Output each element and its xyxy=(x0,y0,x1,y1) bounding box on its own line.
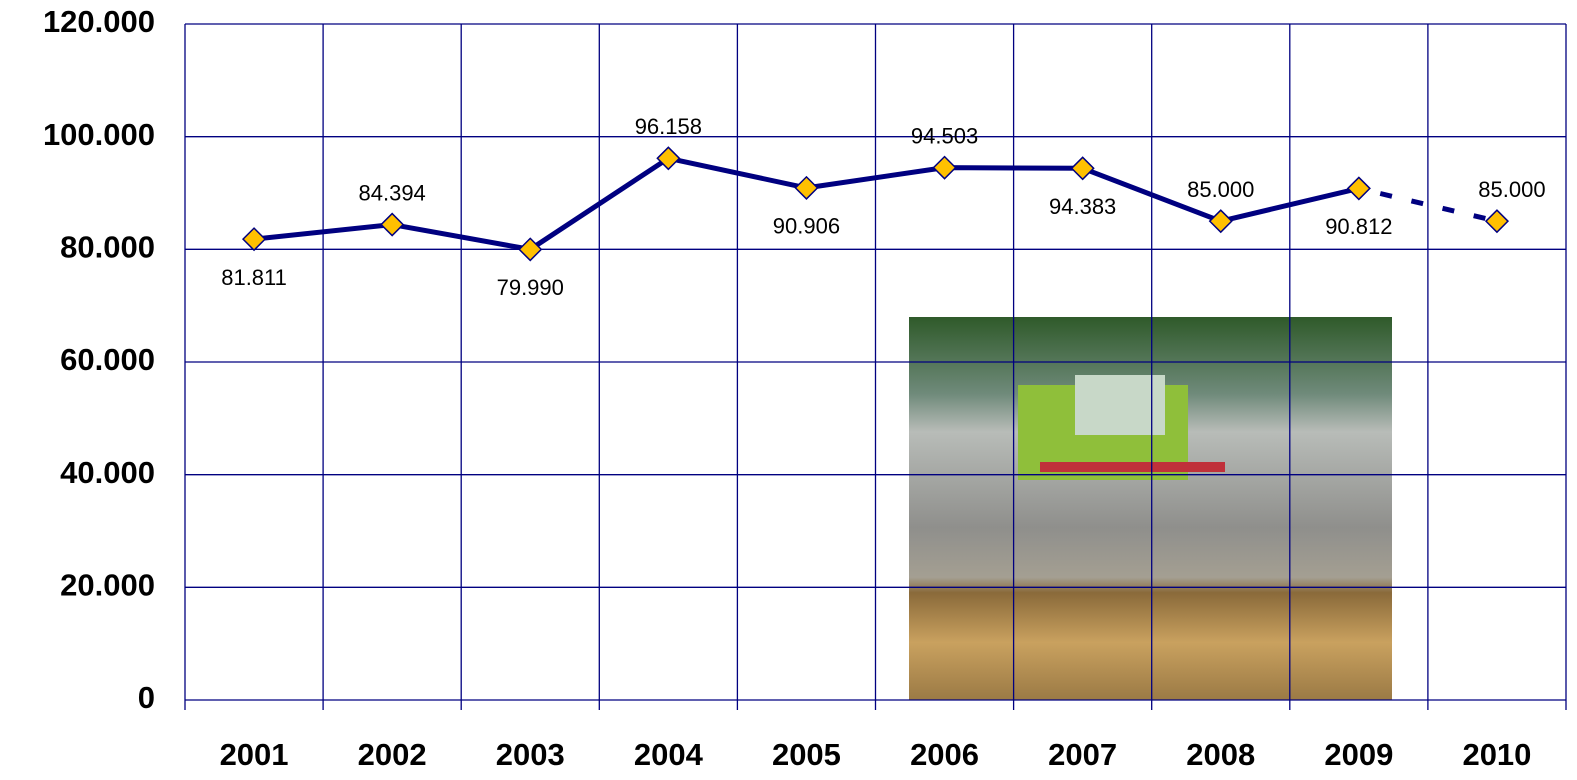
x-tick-label: 2008 xyxy=(1186,737,1255,772)
marker xyxy=(1484,209,1510,234)
marker xyxy=(518,237,543,262)
y-tick-label: 100.000 xyxy=(43,117,155,152)
marker xyxy=(241,227,267,252)
marker xyxy=(794,175,819,200)
y-tick-label: 20.000 xyxy=(60,568,155,603)
value-label: 90.906 xyxy=(773,214,840,239)
y-tick-label: 80.000 xyxy=(60,230,155,265)
value-label: 94.503 xyxy=(911,123,978,148)
marker xyxy=(932,155,957,180)
line-dashed xyxy=(1358,185,1498,224)
value-label: 90.812 xyxy=(1325,214,1392,239)
marker xyxy=(380,212,405,237)
value-label: 79.990 xyxy=(497,275,564,300)
value-label: 85.000 xyxy=(1478,177,1545,202)
marker xyxy=(1208,209,1233,234)
marker xyxy=(1070,156,1095,181)
x-tick-label: 2007 xyxy=(1048,737,1117,772)
x-tick-label: 2003 xyxy=(496,737,565,772)
y-tick-label: 120.000 xyxy=(43,4,155,39)
marker xyxy=(1346,176,1371,201)
y-tick-label: 60.000 xyxy=(60,342,155,377)
x-tick-label: 2009 xyxy=(1324,737,1393,772)
marker xyxy=(656,146,681,171)
x-tick-label: 2002 xyxy=(358,737,427,772)
x-tick-label: 2004 xyxy=(634,737,704,772)
photo xyxy=(909,317,1392,700)
x-tick-label: 2005 xyxy=(772,737,841,772)
y-tick-label: 0 xyxy=(138,680,155,715)
value-label: 81.811 xyxy=(221,265,287,290)
x-tick-label: 2010 xyxy=(1462,737,1531,772)
x-tick-label: 2001 xyxy=(220,737,289,772)
x-tick-label: 2006 xyxy=(910,737,979,772)
value-label: 84.394 xyxy=(359,180,426,205)
value-label: 94.383 xyxy=(1049,194,1116,219)
value-label: 85.000 xyxy=(1187,177,1254,202)
y-tick-label: 40.000 xyxy=(60,455,155,490)
value-label: 96.158 xyxy=(635,114,702,139)
